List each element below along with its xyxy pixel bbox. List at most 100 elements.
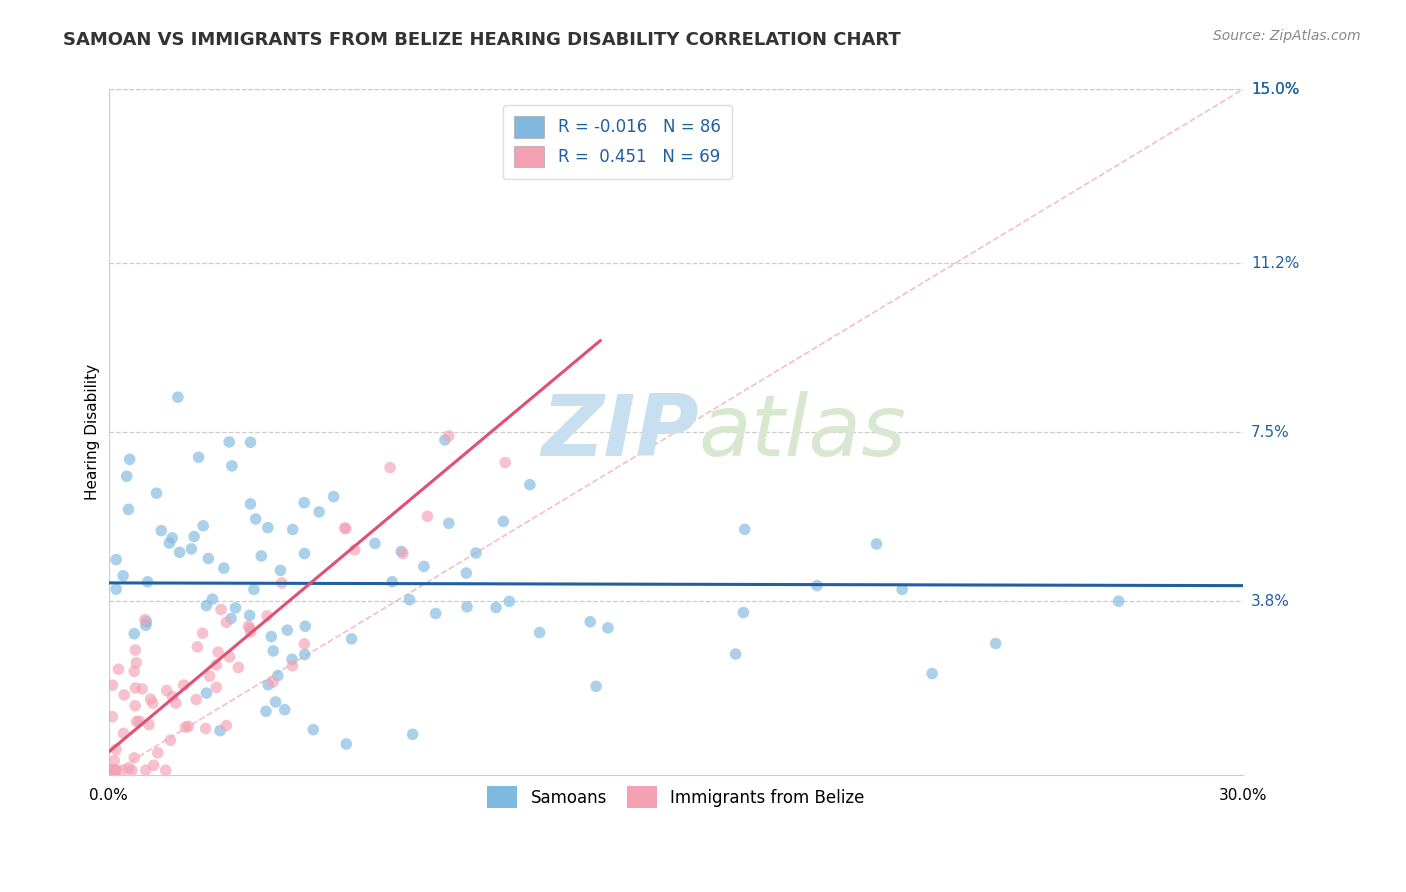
Point bbox=[270, 575, 292, 590]
Point bbox=[260, 630, 283, 644]
Point bbox=[155, 683, 177, 698]
Point bbox=[142, 696, 165, 710]
Point bbox=[186, 640, 208, 654]
Point bbox=[124, 643, 146, 657]
Point bbox=[492, 515, 515, 529]
Point bbox=[292, 496, 315, 510]
Point bbox=[101, 678, 124, 692]
Point bbox=[494, 456, 516, 470]
Point bbox=[135, 618, 157, 632]
Point bbox=[257, 521, 280, 535]
Point bbox=[254, 704, 277, 718]
Point bbox=[281, 652, 304, 666]
Point bbox=[596, 621, 619, 635]
Point bbox=[215, 615, 238, 630]
Point bbox=[218, 650, 240, 665]
Point bbox=[239, 624, 262, 639]
Point bbox=[157, 536, 180, 550]
Point bbox=[498, 594, 520, 608]
Point bbox=[167, 390, 190, 404]
Point bbox=[104, 764, 127, 778]
Point bbox=[118, 452, 141, 467]
Point bbox=[267, 668, 290, 682]
Legend: Samoans, Immigrants from Belize: Samoans, Immigrants from Belize bbox=[481, 780, 872, 814]
Point bbox=[389, 544, 412, 558]
Point bbox=[142, 758, 165, 772]
Point bbox=[150, 524, 173, 538]
Point bbox=[281, 658, 304, 673]
Point bbox=[433, 433, 456, 447]
Point bbox=[579, 615, 602, 629]
Point bbox=[124, 751, 146, 765]
Point bbox=[273, 703, 295, 717]
Point bbox=[160, 531, 183, 545]
Point bbox=[169, 545, 191, 559]
Point bbox=[105, 742, 128, 756]
Point bbox=[256, 608, 278, 623]
Point bbox=[485, 600, 508, 615]
Point bbox=[209, 602, 232, 616]
Point bbox=[529, 625, 551, 640]
Point bbox=[104, 764, 127, 778]
Point bbox=[250, 549, 273, 563]
Point bbox=[195, 686, 218, 700]
Point bbox=[392, 547, 415, 561]
Point bbox=[146, 746, 169, 760]
Point bbox=[124, 698, 146, 713]
Point bbox=[195, 599, 218, 613]
Point bbox=[228, 660, 250, 674]
Point bbox=[135, 764, 157, 778]
Point bbox=[162, 690, 184, 704]
Point bbox=[333, 521, 356, 535]
Y-axis label: Hearing Disability: Hearing Disability bbox=[86, 364, 100, 500]
Point bbox=[437, 516, 460, 531]
Point bbox=[891, 582, 914, 597]
Point bbox=[122, 626, 145, 640]
Point bbox=[197, 551, 219, 566]
Point bbox=[381, 574, 404, 589]
Point bbox=[125, 714, 148, 729]
Point bbox=[245, 512, 267, 526]
Point bbox=[243, 582, 266, 597]
Point bbox=[139, 692, 162, 706]
Text: 15.0%: 15.0% bbox=[1251, 82, 1299, 97]
Point bbox=[456, 566, 478, 580]
Point bbox=[724, 647, 747, 661]
Point bbox=[208, 723, 231, 738]
Point bbox=[456, 599, 478, 614]
Point bbox=[105, 582, 128, 596]
Point bbox=[201, 592, 224, 607]
Text: 7.5%: 7.5% bbox=[1251, 425, 1289, 440]
Point bbox=[128, 714, 150, 729]
Point bbox=[121, 764, 143, 778]
Point bbox=[215, 718, 238, 732]
Point bbox=[136, 574, 159, 589]
Point bbox=[262, 644, 284, 658]
Point bbox=[111, 764, 134, 778]
Point bbox=[921, 666, 943, 681]
Point bbox=[191, 626, 214, 640]
Text: 15.0%: 15.0% bbox=[1251, 82, 1299, 97]
Point bbox=[585, 679, 607, 693]
Point bbox=[322, 490, 344, 504]
Point bbox=[125, 656, 148, 670]
Point bbox=[269, 563, 291, 577]
Point bbox=[335, 522, 357, 536]
Point bbox=[1108, 594, 1130, 608]
Point bbox=[264, 695, 287, 709]
Point bbox=[187, 450, 209, 465]
Point bbox=[159, 733, 181, 747]
Point bbox=[239, 435, 262, 450]
Point bbox=[205, 681, 228, 695]
Point bbox=[343, 542, 366, 557]
Point bbox=[413, 559, 436, 574]
Point bbox=[437, 429, 460, 443]
Point bbox=[134, 613, 156, 627]
Point bbox=[257, 678, 280, 692]
Point bbox=[519, 477, 541, 491]
Text: 11.2%: 11.2% bbox=[1251, 255, 1299, 270]
Point bbox=[145, 486, 167, 500]
Point bbox=[198, 669, 221, 683]
Point bbox=[292, 637, 315, 651]
Point bbox=[734, 522, 756, 536]
